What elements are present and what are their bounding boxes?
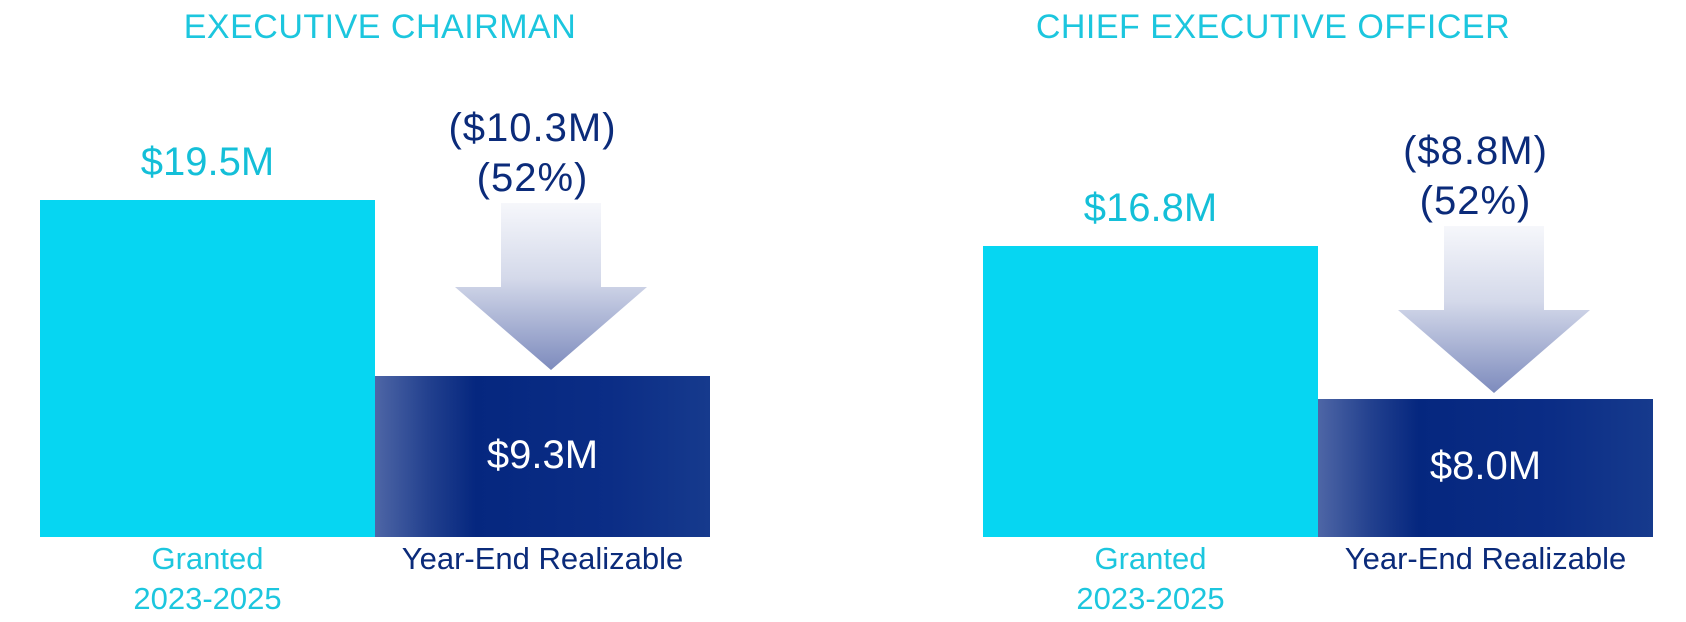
- realizable-category-label: Year-End Realizable: [1308, 539, 1663, 579]
- down-arrow-shape: [454, 203, 647, 371]
- realizable-value-label: $8.0M: [1429, 443, 1542, 488]
- realizable-category-line1: Year-End Realizable: [401, 541, 684, 576]
- realizable-bar: [375, 376, 710, 537]
- realizable-bar: [1318, 398, 1653, 537]
- down-arrow-icon: [1397, 225, 1590, 393]
- granted-value-label: $19.5M: [140, 139, 275, 184]
- chief-executive-officer-panel: CHIEF EXECUTIVE OFFICER $16.8M $8.0M ($8…: [843, 0, 1686, 622]
- panel-title: EXECUTIVE CHAIRMAN: [183, 8, 577, 46]
- change-amount: ($10.3M): [448, 106, 617, 151]
- realizable-category-label: Year-End Realizable: [365, 539, 720, 579]
- down-arrow-shape: [1397, 225, 1590, 393]
- change-label: ($10.3M) (52%): [355, 103, 710, 203]
- down-arrow-icon: [454, 203, 647, 371]
- panel-title: CHIEF EXECUTIVE OFFICER: [1035, 8, 1511, 46]
- granted-category-line1: Granted: [151, 541, 264, 576]
- granted-category-line1: Granted: [1094, 541, 1207, 576]
- granted-bar: [40, 199, 375, 537]
- realizable-value-label: $9.3M: [486, 432, 599, 477]
- executive-chairman-panel: EXECUTIVE CHAIRMAN $19.5M $9.3M ($10.3M)…: [40, 8, 720, 619]
- change-label: ($8.8M) (52%): [1298, 126, 1653, 226]
- granted-category-label: Granted 2023-2025: [983, 539, 1318, 619]
- change-percent: (52%): [476, 156, 589, 201]
- granted-value-label: $16.8M: [1083, 186, 1218, 231]
- granted-category-line2: 2023-2025: [1076, 581, 1225, 616]
- granted-bar: [983, 246, 1318, 537]
- change-percent: (52%): [1419, 178, 1532, 223]
- granted-category-label: Granted 2023-2025: [40, 539, 375, 619]
- change-amount: ($8.8M): [1403, 128, 1548, 173]
- realizable-category-line1: Year-End Realizable: [1344, 541, 1627, 576]
- granted-category-line2: 2023-2025: [133, 581, 282, 616]
